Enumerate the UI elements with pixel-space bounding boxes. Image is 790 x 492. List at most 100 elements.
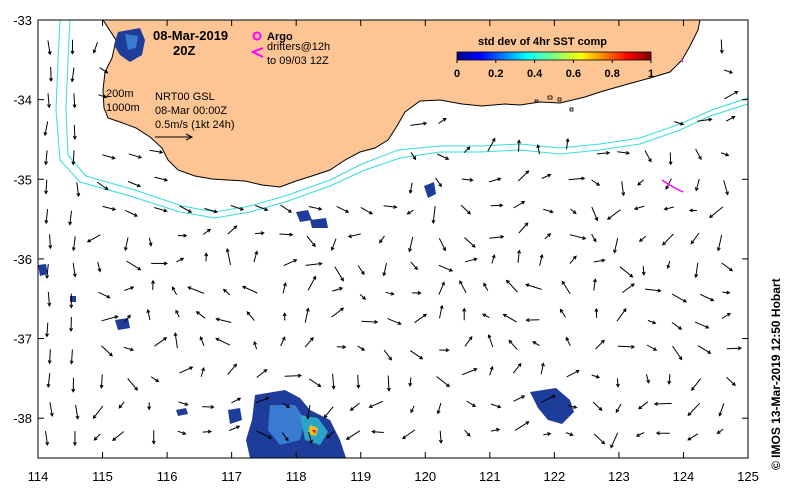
current-arrow-icon — [99, 374, 104, 389]
current-arrow-icon — [280, 204, 293, 213]
current-arrow-icon — [694, 321, 710, 329]
current-arrow-icon — [200, 366, 205, 377]
current-arrow-icon — [490, 403, 502, 409]
current-arrow-icon — [127, 181, 142, 188]
current-arrow-icon — [463, 146, 471, 154]
current-arrow-icon — [387, 318, 402, 325]
sst-patches — [38, 28, 574, 458]
depth-contours — [55, 19, 749, 219]
current-arrow-icon — [592, 401, 603, 411]
current-arrow-icon — [616, 308, 627, 322]
contour-label-1000m: 1000m — [106, 102, 140, 114]
current-arrow-icon — [215, 337, 231, 346]
current-arrow-icon — [371, 429, 384, 434]
argo-label: Argo — [267, 31, 293, 43]
current-source: NRT00 GSL — [155, 91, 215, 103]
current-arrow-icon — [668, 152, 673, 166]
current-arrow-icon — [230, 205, 245, 211]
x-tick-label: 115 — [92, 469, 113, 484]
current-arrow-icon — [568, 176, 586, 181]
x-tick-label: 124 — [673, 469, 695, 484]
drifters-label: drifters@12h — [267, 41, 330, 53]
argo-legend: Argo drifters@12h to 09/03 12Z — [250, 31, 330, 67]
argo-drifter-tracks — [661, 59, 684, 193]
current-arrow-icon — [645, 288, 662, 293]
current-arrow-icon — [69, 349, 74, 365]
current-arrow-icon — [615, 378, 620, 388]
current-arrow-icon — [176, 257, 185, 263]
current-arrow-icon — [279, 232, 294, 237]
current-arrow-icon — [536, 143, 541, 155]
current-arrow-icon — [177, 233, 188, 238]
current-arrow-icon — [231, 397, 242, 404]
current-arrow-icon — [436, 376, 451, 388]
current-arrow-icon — [431, 206, 436, 225]
current-arrow-icon — [483, 282, 489, 291]
current-arrow-icon — [516, 139, 521, 152]
current-arrow-icon — [124, 286, 135, 291]
colorbar-tick-label: 0 — [454, 68, 460, 80]
current-arrow-icon — [179, 205, 193, 213]
current-arrow-icon — [98, 291, 111, 299]
current-arrow-icon — [150, 376, 160, 383]
current-arrow-icon — [459, 280, 467, 293]
current-arrow-icon — [438, 281, 445, 295]
current-arrow-icon — [569, 255, 577, 264]
current-arrow-icon — [49, 66, 53, 82]
current-arrow-icon — [72, 431, 77, 447]
current-arrow-icon — [256, 368, 268, 378]
current-arrow-icon — [47, 291, 52, 307]
colorbar-gradient — [456, 51, 652, 61]
x-tick-label: 125 — [737, 469, 759, 484]
current-arrow-icon — [112, 431, 125, 442]
current-arrow-icon — [254, 231, 265, 236]
current-arrow-icon — [410, 152, 417, 161]
current-arrow-icon — [92, 42, 98, 54]
current-arrow-icon — [47, 40, 52, 56]
current-arrow-icon — [644, 150, 652, 163]
current-arrow-icon — [46, 93, 51, 109]
current-arrow-icon — [438, 430, 443, 444]
current-arrow-icon — [435, 177, 442, 188]
current-arrow-icon — [595, 339, 605, 350]
current-arrow-icon — [462, 368, 478, 376]
current-arrow-icon — [347, 233, 361, 239]
current-scale-label: 0.5m/s (1kt 24h) — [155, 119, 234, 131]
current-arrow-icon — [92, 405, 104, 420]
current-arrow-icon — [565, 432, 574, 437]
drifter-marker-icon — [250, 47, 264, 58]
current-arrow-icon — [93, 433, 101, 441]
current-arrow-icon — [543, 432, 552, 436]
current-arrow-icon — [331, 307, 345, 318]
colorbar-tick-label: 0.6 — [566, 68, 581, 80]
current-arrow-icon — [591, 179, 601, 186]
current-arrow-icon — [540, 362, 545, 375]
current-arrow-icon — [591, 206, 599, 222]
current-arrow-icon — [47, 349, 52, 365]
current-arrow-icon — [305, 261, 323, 266]
current-arrow-icon — [464, 336, 473, 347]
current-arrow-icon — [505, 279, 518, 293]
current-arrow-icon — [360, 206, 374, 215]
current-arrow-icon — [438, 264, 454, 272]
current-arrow-icon — [253, 250, 259, 263]
current-arrow-icon — [124, 314, 131, 323]
current-arrow-icon — [637, 179, 644, 186]
current-arrow-icon — [253, 340, 258, 350]
current-arrow-icon — [71, 150, 76, 166]
current-arrow-icon — [691, 378, 701, 391]
current-arrow-icon — [667, 374, 672, 385]
current-arrow-icon — [409, 350, 424, 360]
current-arrow-icon — [539, 253, 544, 266]
current-arrow-icon — [187, 286, 205, 294]
current-arrow-icon — [567, 404, 578, 409]
x-tick-label: 117 — [221, 469, 242, 484]
current-arrow-icon — [674, 121, 685, 126]
current-arrow-icon — [406, 209, 414, 215]
y-tick-label: -34 — [13, 93, 32, 108]
current-arrow-icon — [569, 208, 577, 215]
current-arrow-icon — [309, 378, 322, 388]
current-arrow-icon — [306, 405, 311, 420]
current-arrow-icon — [596, 151, 611, 155]
